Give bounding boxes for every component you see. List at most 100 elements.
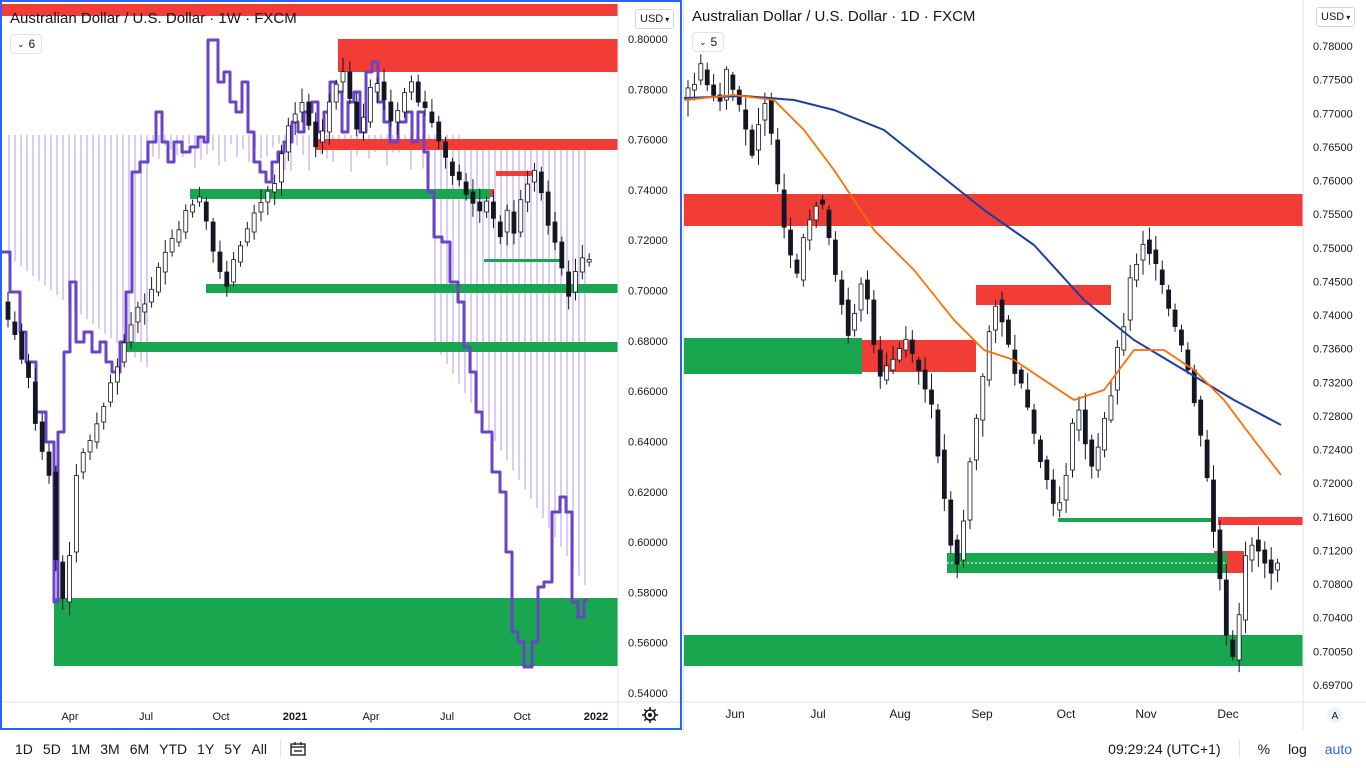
- timeframe-1d[interactable]: 1D: [15, 741, 33, 757]
- candle-body: [231, 259, 237, 283]
- candle-body: [1044, 459, 1050, 481]
- candle-body: [1025, 389, 1031, 408]
- cloud-stripe: [20, 135, 22, 267]
- candle-body: [877, 349, 883, 377]
- candle-body: [326, 101, 332, 133]
- auto-scale-button[interactable]: A: [1327, 707, 1343, 723]
- left-currency-button[interactable]: USD ▾: [635, 9, 675, 29]
- candle-body: [484, 200, 490, 213]
- cloud-stripe: [500, 142, 502, 451]
- candle-body: [993, 305, 999, 331]
- timeframe-1y[interactable]: 1Y: [197, 741, 215, 757]
- right-time-axis[interactable]: Jun Jul Aug Sep Oct Nov Dec: [725, 707, 1238, 721]
- candle-body: [897, 348, 902, 361]
- candle-body: [961, 520, 966, 561]
- right-price-label: 0.70050: [1313, 646, 1353, 658]
- cloud-stripe: [140, 135, 142, 363]
- daily-chart-pane[interactable]: 0.78000 0.77500 0.77000 0.76500 0.76000 0.755…: [683, 0, 1366, 730]
- left-time-label: Jul: [139, 711, 153, 723]
- candle-body: [788, 229, 793, 256]
- cloud-stripe: [158, 135, 160, 159]
- candle-body: [456, 171, 462, 181]
- right-currency-button[interactable]: USD ▾: [1316, 7, 1356, 27]
- right-time-label: Oct: [1057, 707, 1076, 721]
- candle-body: [162, 251, 168, 273]
- right-indicators-toggle[interactable]: ⌄ 5: [692, 32, 725, 52]
- left-currency-label: USD: [640, 13, 664, 25]
- cloud-stripe: [146, 135, 148, 368]
- candle-body: [443, 141, 448, 158]
- candle-body: [692, 84, 697, 91]
- demand-zone: [206, 284, 618, 293]
- left-time-axis[interactable]: Apr Jul Oct 2021 Apr Jul Oct 2022: [61, 711, 608, 723]
- timeframe-5y[interactable]: 5Y: [224, 741, 242, 757]
- candle-body: [395, 110, 401, 123]
- cloud-stripe: [170, 135, 172, 150]
- candle-body: [128, 324, 134, 343]
- right-chart-title[interactable]: Australian Dollar / U.S. Dollar · 1D · F…: [692, 8, 976, 25]
- left-price-label: 0.68000: [628, 336, 668, 348]
- cloud-stripe: [92, 135, 94, 324]
- candle-body: [114, 366, 120, 383]
- cloud-stripe: [476, 142, 478, 413]
- candle-body: [32, 381, 38, 424]
- candle-body: [532, 169, 537, 183]
- weekly-chart-pane[interactable]: 0.80000 0.78000 0.76000 0.74000 0.72000 0.700…: [0, 0, 682, 730]
- cloud-stripe: [164, 135, 166, 146]
- timeframe-3m[interactable]: 3M: [100, 741, 120, 757]
- cloud-stripe: [38, 135, 40, 281]
- percent-toggle[interactable]: %: [1257, 741, 1271, 757]
- cloud-stripe: [278, 135, 280, 144]
- timeframe-1m[interactable]: 1M: [70, 741, 91, 757]
- candle-body: [470, 191, 476, 204]
- candle-body: [781, 189, 787, 228]
- moving-average-orange: [684, 94, 1282, 476]
- candle-body: [491, 201, 496, 219]
- left-price-label: 0.56000: [628, 638, 668, 650]
- right-price-label: 0.76500: [1313, 142, 1353, 154]
- cloud-stripe: [578, 142, 580, 576]
- candle-body: [183, 210, 189, 233]
- left-indicators-toggle[interactable]: ⌄ 6: [10, 34, 43, 54]
- settings-gear-icon[interactable]: [642, 707, 658, 723]
- timeframe-5d[interactable]: 5D: [42, 741, 61, 757]
- left-chart-title[interactable]: Australian Dollar / U.S. Dollar · 1W · F…: [10, 10, 297, 27]
- candle-body: [511, 211, 517, 234]
- candle-body: [258, 201, 264, 213]
- candle-body: [1102, 418, 1107, 451]
- cloud-stripe: [56, 135, 58, 296]
- candle-body: [1262, 549, 1268, 564]
- left-price-label: 0.62000: [628, 487, 668, 499]
- candle-body: [135, 306, 141, 323]
- cloud-stripe: [440, 135, 442, 355]
- right-time-label: Jun: [725, 707, 744, 721]
- candle-body: [1255, 539, 1261, 552]
- left-price-axis[interactable]: 0.80000 0.78000 0.76000 0.74000 0.72000 0.700…: [628, 34, 668, 700]
- cloud-stripe: [266, 135, 268, 157]
- weekly-chart-canvas[interactable]: 0.80000 0.78000 0.76000 0.74000 0.72000 0.700…: [2, 2, 680, 728]
- clock-timezone[interactable]: 09:29:24 (UTC+1): [1108, 741, 1221, 757]
- date-range-icon[interactable]: [289, 741, 307, 757]
- candle-body: [743, 109, 749, 130]
- chevron-down-icon: ▾: [1346, 12, 1351, 22]
- left-time-label: 2022: [584, 711, 608, 723]
- cloud-stripe: [188, 135, 190, 145]
- right-price-label: 0.77000: [1313, 108, 1353, 120]
- cloud-stripe: [104, 135, 106, 334]
- log-toggle[interactable]: log: [1288, 741, 1307, 757]
- auto-toggle[interactable]: auto: [1324, 741, 1352, 757]
- candle-body: [497, 221, 503, 238]
- left-price-label: 0.58000: [628, 587, 668, 599]
- candle-body: [313, 121, 319, 148]
- timeframe-all[interactable]: All: [251, 741, 267, 757]
- right-price-label: 0.70400: [1313, 613, 1353, 625]
- right-time-label: Jul: [810, 707, 825, 721]
- right-price-axis[interactable]: 0.78000 0.77500 0.77000 0.76500 0.76000 0.755…: [1313, 41, 1353, 692]
- cloud-stripe: [62, 135, 64, 300]
- candle-body: [730, 74, 736, 90]
- timeframe-ytd[interactable]: YTD: [159, 741, 188, 757]
- timeframe-6m[interactable]: 6M: [129, 741, 150, 757]
- candle-body: [272, 183, 278, 193]
- daily-chart-canvas[interactable]: 0.78000 0.77500 0.77000 0.76500 0.76000 0.755…: [684, 0, 1366, 730]
- candle-body: [1217, 529, 1223, 580]
